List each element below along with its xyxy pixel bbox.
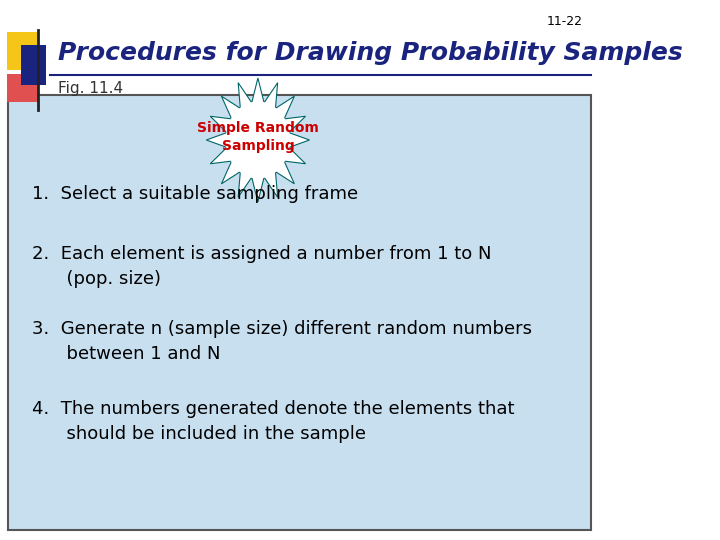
Text: 4.  The numbers generated denote the elements that
      should be included in t: 4. The numbers generated denote the elem… (32, 400, 514, 443)
Circle shape (226, 102, 289, 178)
FancyBboxPatch shape (9, 95, 590, 530)
Text: Simple Random
Sampling: Simple Random Sampling (197, 122, 319, 153)
Text: 11-22: 11-22 (546, 15, 582, 28)
Text: Procedures for Drawing Probability Samples: Procedures for Drawing Probability Sampl… (58, 41, 683, 65)
Text: Fig. 11.4: Fig. 11.4 (58, 80, 123, 96)
Polygon shape (207, 78, 310, 202)
FancyBboxPatch shape (6, 74, 38, 102)
Text: 1.  Select a suitable sampling frame: 1. Select a suitable sampling frame (32, 185, 358, 203)
FancyBboxPatch shape (6, 32, 38, 70)
Text: 2.  Each element is assigned a number from 1 to N
      (pop. size): 2. Each element is assigned a number fro… (32, 245, 491, 288)
FancyBboxPatch shape (21, 45, 46, 85)
Text: 3.  Generate n (sample size) different random numbers
      between 1 and N: 3. Generate n (sample size) different ra… (32, 320, 531, 363)
